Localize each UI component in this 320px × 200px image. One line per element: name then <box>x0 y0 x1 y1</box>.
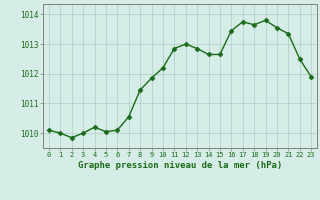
X-axis label: Graphe pression niveau de la mer (hPa): Graphe pression niveau de la mer (hPa) <box>78 161 282 170</box>
